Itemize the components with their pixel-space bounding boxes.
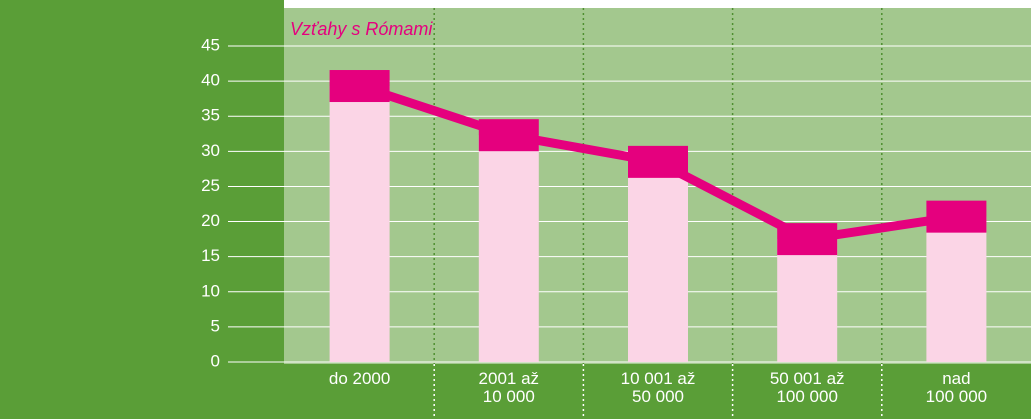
bar (329, 86, 390, 362)
bar (628, 161, 688, 362)
bar (777, 239, 838, 362)
bar (478, 135, 539, 362)
y-tick-label: 15 (201, 246, 220, 265)
y-tick-label: 0 (211, 351, 220, 370)
marker (926, 200, 987, 233)
x-tick-label: nad 100 000 (925, 369, 988, 406)
bar (926, 216, 987, 362)
y-tick-label: 45 (201, 35, 220, 54)
y-tick-label: 20 (201, 211, 220, 230)
x-tick-label: do 2000 (328, 369, 391, 388)
marker (478, 119, 539, 152)
marker (777, 223, 838, 256)
y-tick-label: 40 (201, 71, 220, 90)
x-tick-label: 2001 až 10 000 (478, 369, 540, 406)
category-strip (284, 364, 1031, 419)
x-tick-label: 50 001 až 100 000 (769, 369, 845, 406)
chart-title: Vzťahy s Rómami (290, 19, 433, 39)
top-strip (284, 0, 1031, 8)
marker (329, 70, 390, 103)
x-tick-label: 10 001 až 50 000 (620, 369, 696, 406)
y-tick-label: 10 (201, 281, 220, 300)
y-tick-label: 5 (211, 316, 220, 335)
y-tick-label: 30 (201, 141, 220, 160)
y-tick-label: 35 (201, 106, 220, 125)
marker (628, 145, 688, 178)
y-tick-label: 25 (201, 176, 220, 195)
